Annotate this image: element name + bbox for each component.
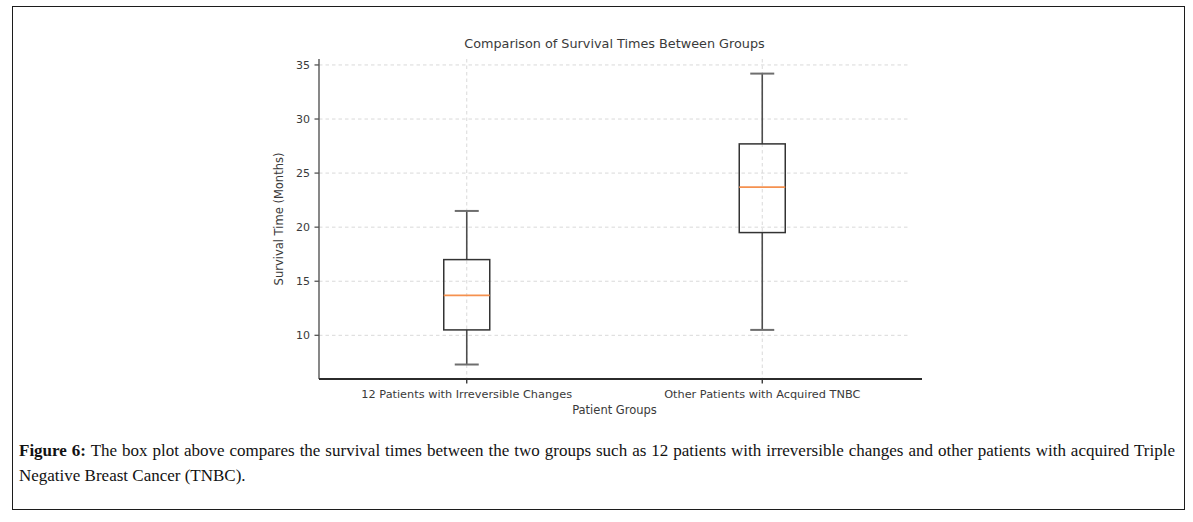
x-tick-label: 12 Patients with Irreversible Changes <box>361 388 572 401</box>
x-axis-label: Patient Groups <box>572 403 657 417</box>
x-tick-label: Other Patients with Acquired TNBC <box>664 388 860 401</box>
page: 10 15 20 25 30 35 12 Patients with Irreversibl… <box>0 0 1193 522</box>
y-tick-label: 30 <box>296 113 310 126</box>
figure-caption: Figure 6: The box plot above compares th… <box>13 438 1184 488</box>
y-tick-label: 25 <box>296 167 310 180</box>
figure-caption-label: Figure 6: <box>19 441 86 460</box>
figure-container: 10 15 20 25 30 35 12 Patients with Irreversibl… <box>12 6 1185 510</box>
figure-caption-text: The box plot above compares the survival… <box>19 441 1175 485</box>
y-tick-label: 35 <box>296 59 310 72</box>
boxplot-chart: 10 15 20 25 30 35 12 Patients with Irreversibl… <box>13 7 1184 437</box>
y-tick-label: 10 <box>296 329 310 342</box>
y-tick-label: 15 <box>296 275 310 288</box>
chart-title: Comparison of Survival Times Between Gro… <box>464 36 765 51</box>
y-axis-label: Survival Time (Months) <box>272 153 286 286</box>
y-tick-label: 20 <box>296 221 310 234</box>
